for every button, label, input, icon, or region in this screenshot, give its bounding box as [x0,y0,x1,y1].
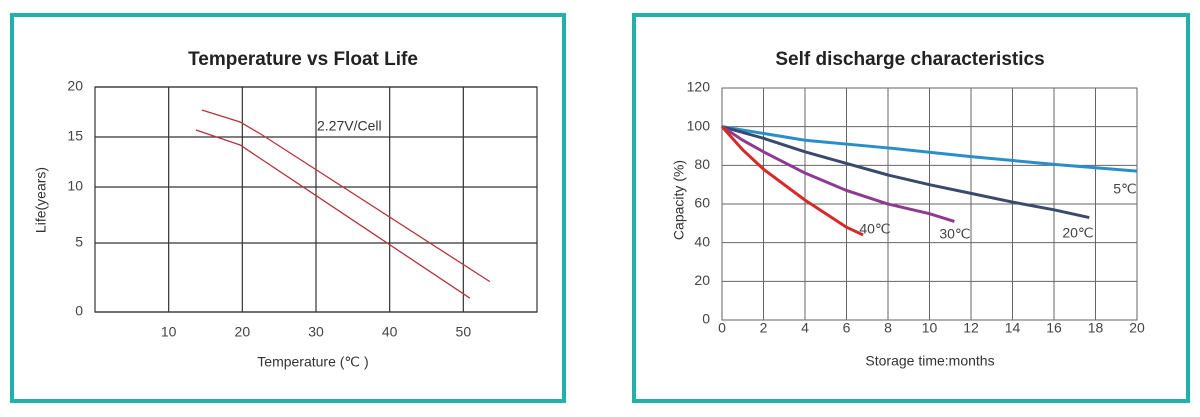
series-line [721,125,1138,173]
series-label: 20℃ [1062,225,1093,241]
series-line [720,125,864,237]
series-label: 5℃ [1113,181,1137,197]
x-tick-label: 50 [456,324,472,340]
y-tick-label: 15 [67,128,83,144]
x-axis-label: Storage time:months [865,353,994,369]
x-tick-label: 10 [161,324,177,340]
x-tick-label: 18 [1088,320,1104,336]
chart-title: Temperature vs Float Life [188,49,418,70]
x-tick-label: 16 [1046,320,1062,336]
annotation: 2.27V/Cell [317,118,382,134]
y-axis-label: Capacity (%) [671,160,687,240]
x-tick-label: 6 [843,320,851,336]
y-tick-label: 10 [67,178,83,194]
x-tick-label: 8 [884,320,892,336]
x-tick-label: 12 [963,320,979,336]
y-tick-label: 80 [694,156,710,172]
x-tick-label: 14 [1005,320,1021,336]
y-tick-label: 0 [75,303,83,319]
y-tick-label: 20 [694,272,710,288]
series-line [201,109,491,283]
y-tick-label: 20 [67,78,83,94]
y-tick-label: 0 [702,311,710,327]
series-line [195,129,471,299]
x-tick-label: 30 [308,324,324,340]
x-tick-label: 40 [382,324,398,340]
x-tick-label: 0 [718,320,726,336]
series-line [721,125,1090,219]
y-tick-label: 120 [687,79,711,95]
x-tick-label: 20 [235,324,251,340]
x-tick-label: 20 [1129,320,1145,336]
y-tick-label: 5 [75,234,83,250]
x-tick-label: 4 [801,320,809,336]
y-axis-label: Life(years) [33,167,49,233]
x-axis-label: Temperature (℃ ) [257,354,368,370]
series-label: 30℃ [939,226,970,242]
y-tick-label: 40 [694,233,710,249]
series-label: 40℃ [859,221,890,237]
y-tick-label: 100 [687,117,711,133]
panel-frame [10,13,566,403]
y-tick-label: 60 [694,195,710,211]
x-tick-label: 10 [922,320,938,336]
x-tick-label: 2 [760,320,768,336]
chart-title: Self discharge characteristics [775,49,1044,70]
series-line [721,125,955,223]
